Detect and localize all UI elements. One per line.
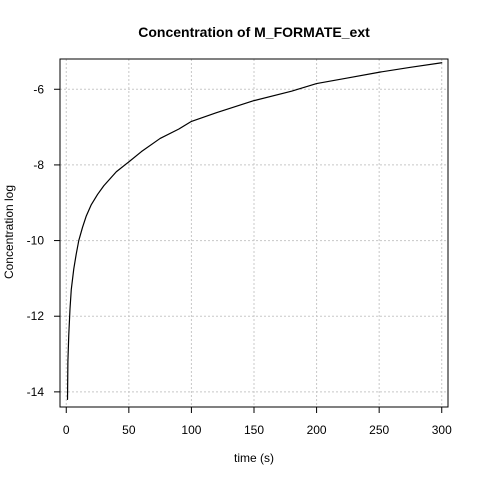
y-axis-label: Concentration log — [2, 185, 16, 279]
y-tick-label-0: -14 — [27, 385, 45, 399]
x-tick-label-2: 100 — [181, 423, 201, 437]
y-tick-label-4: -6 — [33, 82, 44, 96]
x-tick-label-6: 300 — [432, 423, 452, 437]
series-layer — [66, 62, 443, 401]
x-tick-label-4: 200 — [307, 423, 327, 437]
y-tick-label-2: -10 — [27, 234, 45, 248]
chart-title: Concentration of M_FORMATE_ext — [138, 24, 370, 40]
y-tick-label-1: -12 — [27, 309, 45, 323]
y-tick-label-3: -8 — [33, 158, 44, 172]
grid-layer — [60, 59, 448, 407]
tick-layer: 0 50 100 150 200 250 300 -14 -12 -10 -8 -6 — [27, 82, 452, 437]
x-tick-label-1: 50 — [122, 423, 136, 437]
x-tick-label-5: 250 — [369, 423, 389, 437]
x-tick-label-0: 0 — [63, 423, 70, 437]
series-line-0 — [66, 62, 443, 401]
x-tick-label-3: 150 — [244, 423, 264, 437]
x-axis-label: time (s) — [234, 451, 274, 465]
